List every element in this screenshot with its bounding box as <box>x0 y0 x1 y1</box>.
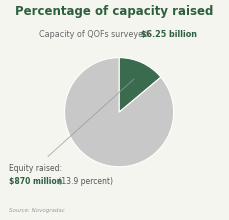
Wedge shape <box>65 58 174 167</box>
Text: Source: Novogradac: Source: Novogradac <box>9 208 65 213</box>
Text: Percentage of capacity raised: Percentage of capacity raised <box>15 6 214 18</box>
Text: (13.9 percent): (13.9 percent) <box>56 177 113 186</box>
Text: $870 million: $870 million <box>9 177 63 186</box>
Text: Equity raised:: Equity raised: <box>9 164 62 173</box>
Text: Capacity of QOFs surveyed:: Capacity of QOFs surveyed: <box>39 30 153 39</box>
Text: $6.25 billion: $6.25 billion <box>141 30 197 39</box>
Wedge shape <box>119 58 161 112</box>
